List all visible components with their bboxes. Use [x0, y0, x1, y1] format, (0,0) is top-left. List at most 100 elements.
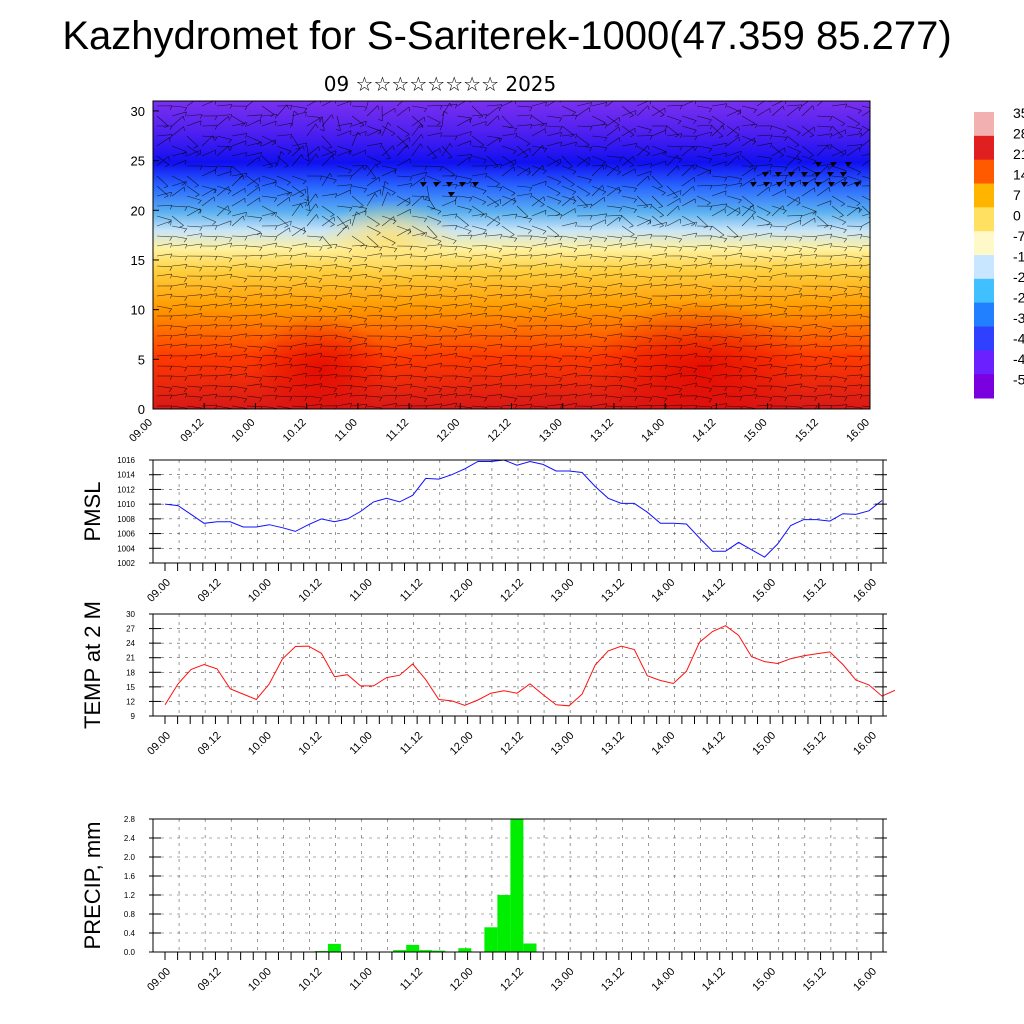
wind-barb	[246, 323, 262, 327]
wind-barb	[274, 277, 278, 282]
wind-barb	[168, 219, 172, 224]
y-tick-label: 1008	[117, 515, 135, 524]
wind-barb	[216, 145, 229, 157]
wind-barb	[544, 325, 548, 330]
wind-barb	[486, 106, 500, 117]
wind-barb	[366, 193, 376, 207]
wind-barb	[440, 393, 443, 399]
series-line	[164, 625, 896, 707]
wind-barb	[276, 293, 292, 297]
wind-barb	[396, 175, 413, 178]
wind-barb	[156, 155, 169, 167]
wind-barb	[396, 135, 409, 147]
x-tick-label: 11.12	[398, 730, 425, 757]
wind-barb	[305, 283, 307, 288]
wind-barb	[500, 394, 503, 399]
wind-barb	[469, 346, 473, 351]
wind-barb	[306, 146, 319, 157]
wind-barb	[306, 193, 316, 207]
wind-barb	[410, 363, 413, 369]
wind-barb	[604, 257, 608, 262]
wind-barb	[576, 254, 592, 257]
wind-barb	[156, 385, 172, 389]
wind-barb	[216, 145, 233, 148]
wind-pennant	[841, 182, 848, 187]
wind-barb	[199, 387, 203, 392]
x-tick-label: 11.00	[347, 730, 374, 757]
wind-barb	[619, 385, 623, 390]
wind-barb	[231, 115, 246, 124]
wind-barb	[200, 120, 202, 126]
wind-barb	[200, 374, 203, 379]
wind-barb	[456, 115, 472, 119]
wind-barb	[680, 133, 683, 138]
wind-barb	[261, 375, 278, 377]
wind-barb	[186, 334, 202, 337]
wind-barb	[216, 235, 232, 239]
wind-barb	[321, 205, 335, 215]
wind-barb	[575, 283, 577, 288]
wind-barb	[530, 254, 533, 260]
wind-barb	[681, 164, 698, 167]
wind-barb	[365, 343, 367, 348]
wind-barb	[784, 355, 788, 360]
wind-barb	[319, 237, 323, 242]
wind-barb	[575, 403, 577, 408]
wind-barb	[814, 187, 816, 193]
wind-barb	[666, 125, 680, 136]
wind-barb	[784, 336, 788, 341]
wind-barb	[796, 202, 801, 206]
wind-barb	[409, 404, 413, 409]
wind-barb	[665, 354, 668, 359]
wind-barb	[216, 104, 232, 107]
wind-barb	[561, 393, 577, 397]
wind-barb	[246, 215, 262, 219]
wind-barb	[493, 165, 499, 168]
wind-barb	[200, 233, 203, 238]
wind-barb	[437, 211, 442, 215]
wind-barb	[860, 384, 863, 390]
wind-barb	[576, 155, 590, 165]
wind-barb	[455, 403, 457, 408]
wind-barb	[486, 199, 501, 207]
wind-barb	[658, 206, 663, 209]
wind-barb	[756, 215, 771, 223]
wind-barb	[394, 387, 398, 392]
wind-barb	[321, 305, 337, 309]
wind-barb	[365, 404, 368, 409]
y-tick-label: 15	[131, 253, 145, 268]
y-tick-label: 1.6	[124, 872, 136, 881]
wind-barb	[665, 284, 668, 289]
wind-barb	[259, 276, 263, 281]
wind-barb	[280, 151, 285, 155]
wind-barb	[470, 394, 473, 399]
x-tick-label: 12.00	[448, 577, 476, 605]
wind-barb	[828, 96, 829, 100]
wind-barb	[800, 293, 803, 298]
wind-barb	[258, 186, 261, 192]
wind-barb	[171, 365, 187, 368]
wind-barb	[306, 374, 323, 377]
wind-barb	[260, 364, 263, 369]
wind-barb	[693, 368, 697, 373]
wind-barb	[617, 171, 621, 176]
wind-barb	[455, 353, 458, 358]
wind-barb	[531, 210, 547, 217]
wind-barb	[486, 323, 502, 327]
wind-barb	[426, 353, 442, 357]
wind-barb	[456, 140, 472, 147]
wind-barb	[530, 404, 533, 409]
wind-barb	[183, 187, 186, 192]
wind-barb	[500, 294, 503, 299]
wind-barb	[183, 116, 185, 121]
wind-barb	[828, 358, 833, 363]
wind-barb	[720, 124, 725, 127]
wind-pennant	[433, 182, 440, 187]
wind-barb	[423, 117, 426, 122]
wind-barb	[246, 293, 262, 297]
wind-barb	[306, 245, 323, 248]
wind-barb	[486, 175, 500, 185]
wind-barb	[604, 267, 608, 272]
wind-barb	[276, 395, 293, 398]
wind-barb	[696, 145, 712, 149]
